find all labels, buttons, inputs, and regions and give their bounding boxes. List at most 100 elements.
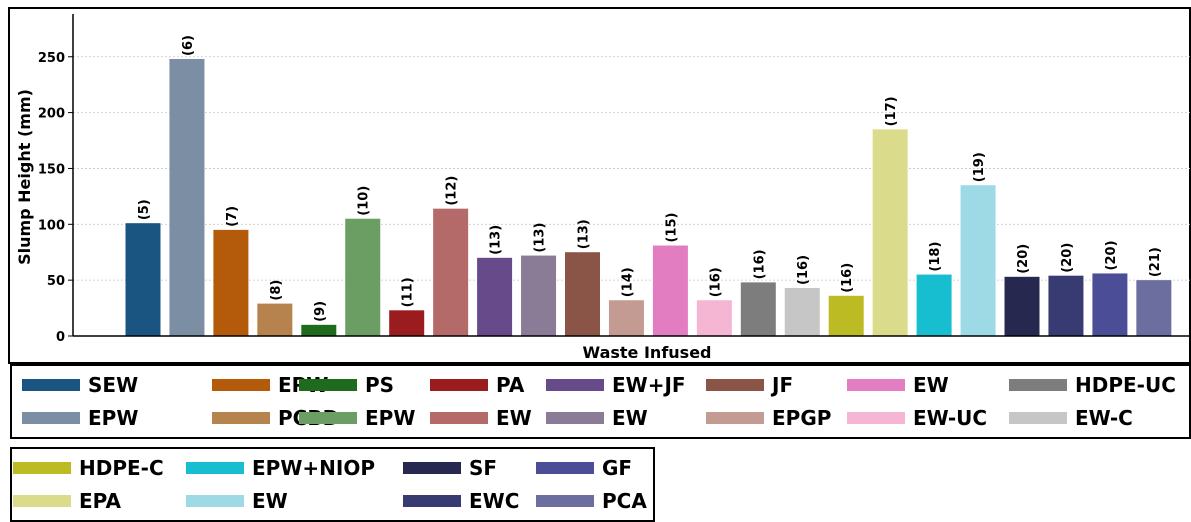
bar-data-label: (20) xyxy=(1060,243,1075,273)
legend-label: PS xyxy=(365,373,395,397)
bar-7 xyxy=(433,208,469,336)
legend-item: HDPE-UC xyxy=(1009,370,1176,400)
bar-21 xyxy=(1048,275,1084,336)
bar-data-label: (14) xyxy=(620,267,635,297)
bar-data-label: (16) xyxy=(840,263,855,293)
bar-data-label: (13) xyxy=(533,223,548,253)
legend-main: SEWEPWPSPAEW+JFJFEWHDPE-UCEPWPCBDEPWEWEW… xyxy=(10,364,1191,439)
y-tick-label: 50 xyxy=(47,274,65,289)
legend-swatch xyxy=(706,412,764,424)
legend-label: EW-C xyxy=(1075,406,1133,430)
legend-label: SEW xyxy=(88,373,139,397)
legend-item: EPW xyxy=(299,403,415,433)
legend-swatch xyxy=(847,412,905,424)
legend-swatch xyxy=(403,495,461,507)
y-tick-label: 100 xyxy=(38,218,65,233)
legend-swatch xyxy=(22,412,80,424)
legend-label: EW-UC xyxy=(913,406,988,430)
legend-swatch xyxy=(212,412,270,424)
bar-20 xyxy=(1004,276,1040,336)
x-axis-title: Waste Infused xyxy=(583,343,712,362)
bar-data-label: (8) xyxy=(269,280,284,301)
legend-label: EW xyxy=(252,489,288,513)
legend-item: GF xyxy=(536,453,632,483)
bar-data-label: (13) xyxy=(577,219,592,249)
legend-secondary: HDPE-C EPW+NIOP SF GF EPA EW EWC PCA xyxy=(10,447,655,522)
legend-item: EW xyxy=(186,486,288,516)
bar-data-label: (17) xyxy=(884,96,899,126)
y-tick-label: 0 xyxy=(56,330,65,345)
legend-item: PCA xyxy=(536,486,647,516)
bar-5 xyxy=(345,218,381,336)
legend-item: EW-C xyxy=(1009,403,1133,433)
bar-data-label: (5) xyxy=(137,199,152,220)
bar-data-label: (20) xyxy=(1104,240,1119,270)
legend-item: EW xyxy=(430,403,532,433)
legend-item: PA xyxy=(430,370,524,400)
bar-2 xyxy=(213,229,249,336)
bar-data-label: (20) xyxy=(1016,244,1031,274)
legend-swatch xyxy=(536,495,594,507)
legend-label: PA xyxy=(496,373,525,397)
legend-item: EPW xyxy=(22,403,138,433)
bar-17 xyxy=(872,129,908,336)
legend-swatch xyxy=(22,379,80,391)
bar-data-label: (16) xyxy=(708,267,723,297)
legend-item: EPGP xyxy=(706,403,831,433)
legend-label: EWC xyxy=(469,489,520,513)
y-axis-title: Slump Height (mm) xyxy=(15,89,34,265)
legend-swatch xyxy=(430,379,488,391)
legend-item: EW-UC xyxy=(847,403,987,433)
bar-data-label: (16) xyxy=(796,255,811,285)
bar-data-label: (7) xyxy=(225,206,240,227)
legend-item: EWC xyxy=(403,486,519,516)
bar-6 xyxy=(389,310,425,336)
legend-swatch xyxy=(186,462,244,474)
legend-swatch xyxy=(1009,412,1067,424)
legend-label: EW+JF xyxy=(612,373,686,397)
bar-13 xyxy=(696,300,732,336)
legend-item: SEW xyxy=(22,370,138,400)
bar-14 xyxy=(740,282,776,336)
bar-data-label: (12) xyxy=(445,176,460,206)
bar-chart: (5) (6) (7) (8) (9) (10) (11) (12) (13) (13) (13) (… xyxy=(8,7,1191,364)
bars xyxy=(125,58,1172,336)
legend-label: EW xyxy=(913,373,949,397)
legend-label: GF xyxy=(602,456,633,480)
bar-1 xyxy=(169,58,205,336)
legend-swatch xyxy=(536,462,594,474)
legend-label: EPGP xyxy=(772,406,832,430)
legend-label: PCA xyxy=(602,489,647,513)
legend-swatch xyxy=(186,495,244,507)
legend-swatch xyxy=(706,379,764,391)
y-axis-ticks: 0 50 100 150 200 250 xyxy=(38,51,73,345)
bar-12 xyxy=(652,245,688,336)
bar-data-label: (19) xyxy=(972,152,987,182)
legend-item: PS xyxy=(299,370,394,400)
legend-swatch xyxy=(13,495,71,507)
legend-label: EPW+NIOP xyxy=(252,456,375,480)
bar-3 xyxy=(257,303,293,336)
legend-swatch xyxy=(299,412,357,424)
bar-data-label: (15) xyxy=(664,213,679,243)
legend-swatch xyxy=(546,412,604,424)
bar-10 xyxy=(565,252,600,336)
bar-data-label: (18) xyxy=(928,242,943,272)
legend-label: JF xyxy=(772,373,794,397)
legend-label: SF xyxy=(469,456,498,480)
legend-swatch xyxy=(212,379,270,391)
legend-swatch xyxy=(1009,379,1067,391)
legend-item: EW xyxy=(546,403,648,433)
legend-item: HDPE-C xyxy=(13,453,164,483)
bar-11 xyxy=(608,300,644,336)
legend-item: EPA xyxy=(13,486,121,516)
legend-label: EPW xyxy=(365,406,416,430)
legend-swatch xyxy=(430,412,488,424)
y-tick-label: 150 xyxy=(38,162,65,177)
bar-22 xyxy=(1092,273,1128,336)
bar-4 xyxy=(301,324,337,336)
legend-swatch xyxy=(546,379,604,391)
bar-23 xyxy=(1136,280,1172,336)
bar-18 xyxy=(916,274,952,336)
data-labels: (5) (6) (7) (8) (9) (10) (11) (12) (13) (13) (13) (… xyxy=(137,35,1163,322)
